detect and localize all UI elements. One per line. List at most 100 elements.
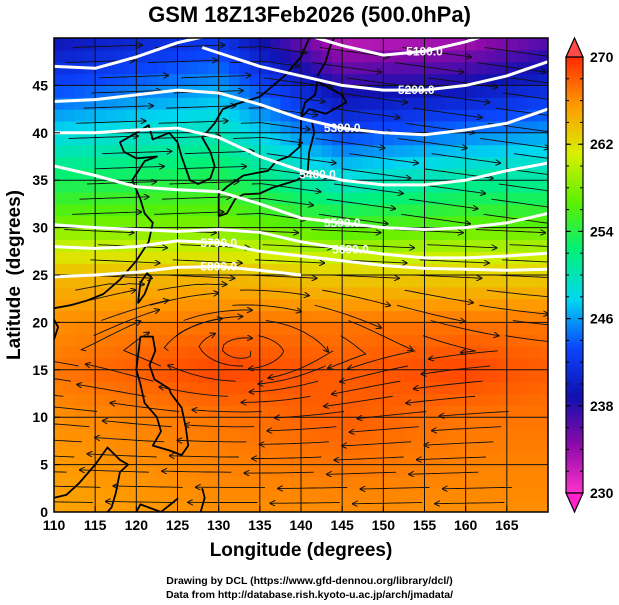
temperature-cell bbox=[311, 310, 323, 323]
streamline bbox=[344, 244, 414, 248]
temperature-cell bbox=[383, 464, 395, 478]
temperature-cell bbox=[537, 464, 548, 478]
temperature-cell bbox=[475, 168, 487, 181]
temperature-cell bbox=[54, 417, 65, 430]
temperature-cell bbox=[373, 239, 384, 252]
streamline bbox=[260, 442, 329, 445]
temperature-cell bbox=[249, 500, 261, 512]
temperature-cell bbox=[393, 440, 405, 454]
temperature-cell bbox=[506, 429, 518, 442]
temperature-cell bbox=[208, 310, 220, 323]
temperature-cell bbox=[64, 38, 76, 51]
temperature-cell bbox=[280, 286, 292, 300]
temperature-cell bbox=[290, 192, 302, 205]
temperature-cell bbox=[496, 227, 508, 241]
temperature-cell bbox=[455, 417, 467, 430]
temperature-cell bbox=[126, 49, 137, 63]
temperature-cell bbox=[301, 452, 312, 466]
coastline bbox=[217, 117, 316, 218]
temperature-cell bbox=[218, 393, 230, 406]
temperature-cell bbox=[136, 417, 148, 430]
temperature-cell bbox=[537, 73, 548, 86]
temperature-cell bbox=[167, 275, 179, 288]
temperature-cell bbox=[74, 310, 86, 323]
streamline bbox=[486, 289, 548, 298]
temperature-cell bbox=[311, 500, 323, 512]
temperature-cell bbox=[301, 298, 312, 312]
temperature-cell bbox=[218, 286, 230, 300]
streamline bbox=[348, 350, 416, 369]
temperature-cell bbox=[475, 97, 487, 110]
temperature-cell bbox=[146, 156, 158, 169]
temperature-cell bbox=[486, 156, 498, 169]
temperature-cell bbox=[218, 417, 230, 430]
temperature-cell bbox=[424, 429, 436, 442]
temperature-cell bbox=[424, 192, 436, 205]
temperature-cell bbox=[414, 405, 426, 418]
temperature-cell bbox=[403, 357, 415, 371]
temperature-cell bbox=[95, 168, 107, 181]
temperature-cell bbox=[486, 144, 498, 158]
temperature-cell bbox=[383, 251, 395, 264]
temperature-cell bbox=[187, 168, 199, 181]
temperature-cell bbox=[527, 488, 539, 501]
temperature-cell bbox=[434, 429, 446, 442]
temperature-cell bbox=[424, 203, 436, 217]
temperature-cell bbox=[383, 440, 395, 454]
temperature-cell bbox=[177, 286, 189, 300]
temperature-cell bbox=[537, 227, 548, 241]
temperature-cell bbox=[218, 381, 230, 395]
streamline bbox=[160, 387, 229, 397]
temperature-cell bbox=[527, 251, 539, 264]
temperature-cell bbox=[434, 132, 446, 146]
temperature-cell bbox=[187, 405, 199, 418]
temperature-cell bbox=[517, 180, 529, 193]
temperature-cell bbox=[218, 488, 230, 501]
temperature-cell bbox=[362, 417, 374, 430]
temperature-cell bbox=[290, 440, 302, 454]
temperature-cell bbox=[465, 464, 477, 478]
temperature-cell bbox=[496, 310, 508, 323]
streamline bbox=[318, 213, 388, 224]
temperature-cell bbox=[321, 263, 333, 276]
temperature-cell bbox=[54, 180, 65, 193]
temperature-cell bbox=[228, 38, 240, 51]
temperature-cell bbox=[506, 192, 518, 205]
temperature-cell bbox=[506, 227, 518, 241]
temperature-cell bbox=[362, 464, 374, 478]
temperature-cell bbox=[54, 440, 65, 454]
temperature-cell bbox=[373, 488, 384, 501]
temperature-cell bbox=[198, 310, 209, 323]
temperature-cell bbox=[290, 132, 302, 146]
temperature-cell bbox=[342, 500, 354, 512]
temperature-cell bbox=[331, 109, 343, 122]
temperature-cell bbox=[259, 369, 271, 383]
temperature-cell bbox=[74, 381, 86, 395]
temperature-cell bbox=[126, 346, 137, 359]
temperature-cell bbox=[208, 109, 220, 122]
temperature-cell bbox=[198, 73, 209, 86]
temperature-cell bbox=[414, 417, 426, 430]
temperature-cell bbox=[331, 73, 343, 86]
temperature-cell bbox=[506, 322, 518, 335]
temperature-cell bbox=[362, 203, 374, 217]
temperature-cell bbox=[311, 38, 323, 51]
temperature-cell bbox=[373, 263, 384, 276]
temperature-cell bbox=[352, 85, 364, 98]
temperature-cell bbox=[445, 310, 456, 323]
temperature-cell bbox=[64, 239, 76, 252]
temperature-cell bbox=[136, 488, 148, 501]
temperature-cell bbox=[506, 417, 518, 430]
streamline bbox=[88, 454, 157, 458]
temperature-cell bbox=[270, 381, 282, 395]
temperature-cell bbox=[54, 97, 65, 110]
temperature-cell bbox=[177, 251, 189, 264]
temperature-cell bbox=[259, 286, 271, 300]
streamline bbox=[94, 166, 164, 168]
streamline bbox=[232, 304, 301, 312]
temperature-cell bbox=[475, 476, 487, 489]
temperature-cell bbox=[445, 192, 456, 205]
temperature-cell bbox=[177, 322, 189, 335]
temperature-cell bbox=[475, 85, 487, 98]
streamline bbox=[350, 426, 419, 432]
